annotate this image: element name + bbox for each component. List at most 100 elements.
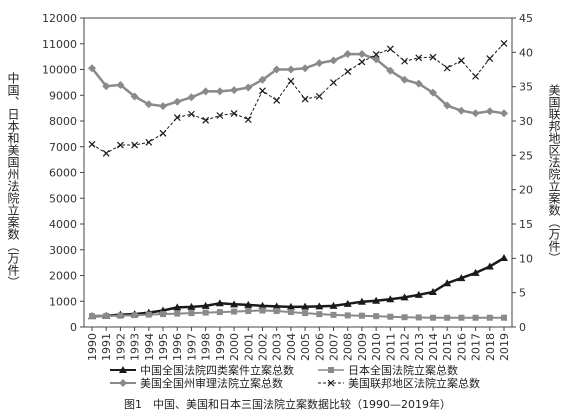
data-point-triangle bbox=[485, 262, 494, 270]
data-point-x bbox=[429, 53, 437, 61]
x-tick-label: 2014 bbox=[427, 333, 440, 361]
data-point-square bbox=[117, 312, 124, 319]
data-point-triangle bbox=[215, 299, 224, 307]
y-right-tick-label: 0 bbox=[519, 321, 526, 334]
data-point-diamond bbox=[119, 379, 127, 387]
data-point-diamond bbox=[500, 109, 508, 118]
x-tick-label: 1991 bbox=[100, 333, 113, 361]
y-right-tick-label: 35 bbox=[519, 81, 533, 94]
legend-item: 日本全国法院立案总数 bbox=[318, 363, 458, 377]
data-point-x bbox=[202, 116, 210, 124]
data-point-x bbox=[344, 68, 352, 75]
data-point-x bbox=[301, 95, 309, 103]
data-point-x bbox=[145, 138, 153, 146]
data-point-triangle bbox=[372, 296, 381, 304]
data-point-triangle bbox=[119, 366, 127, 373]
data-point-diamond bbox=[428, 88, 437, 97]
data-point-diamond bbox=[286, 65, 295, 74]
y-left-tick-label: 8000 bbox=[49, 115, 77, 128]
y-right-tick-label: 30 bbox=[519, 115, 533, 128]
x-tick-label: 1995 bbox=[157, 333, 170, 361]
data-point-x bbox=[315, 92, 323, 100]
data-point-diamond bbox=[414, 79, 423, 88]
data-point-diamond bbox=[301, 64, 310, 73]
data-point-square bbox=[330, 311, 337, 318]
data-point-square bbox=[145, 311, 152, 318]
data-point-triangle bbox=[386, 295, 395, 303]
x-tick-label: 2017 bbox=[470, 333, 483, 361]
data-point-square bbox=[259, 307, 266, 314]
data-point-square bbox=[429, 314, 436, 321]
data-point-x bbox=[173, 114, 181, 121]
data-point-diamond bbox=[457, 106, 466, 115]
data-point-diamond bbox=[159, 102, 168, 111]
legend-label: 美国联邦地区法院立案总数 bbox=[348, 376, 480, 390]
data-point-x bbox=[330, 79, 337, 86]
series-line bbox=[91, 43, 505, 154]
data-point-diamond bbox=[230, 86, 239, 95]
y-right-tick-label: 10 bbox=[519, 252, 533, 265]
x-tick-label: 1997 bbox=[185, 333, 198, 361]
data-point-diamond bbox=[471, 109, 480, 118]
data-point-diamond bbox=[315, 59, 324, 68]
data-point-diamond bbox=[343, 50, 352, 59]
data-point-square bbox=[415, 314, 422, 321]
x-tick-label: 2007 bbox=[328, 333, 341, 361]
x-tick-label: 2016 bbox=[455, 333, 468, 361]
y-right-tick-label: 40 bbox=[519, 46, 533, 59]
data-point-x bbox=[358, 58, 366, 66]
x-tick-label: 2012 bbox=[399, 333, 412, 361]
data-point-triangle bbox=[230, 300, 239, 308]
data-point-diamond bbox=[130, 92, 139, 101]
data-point-triangle bbox=[187, 302, 196, 310]
x-tick-label: 2004 bbox=[285, 333, 298, 361]
data-point-square bbox=[302, 310, 309, 317]
legend-item: 中国全国法院四类案件立案总数 bbox=[110, 363, 294, 377]
data-point-x bbox=[159, 129, 167, 137]
x-tick-label: 1990 bbox=[86, 333, 99, 361]
x-tick-label: 2001 bbox=[242, 333, 255, 361]
data-point-square bbox=[231, 308, 238, 315]
series-1 bbox=[88, 253, 508, 320]
data-point-square bbox=[202, 309, 209, 316]
data-point-diamond bbox=[272, 65, 281, 74]
data-point-square bbox=[160, 311, 167, 318]
y-left-tick-label: 11000 bbox=[42, 38, 77, 51]
data-point-diamond bbox=[173, 97, 182, 106]
data-point-diamond bbox=[329, 56, 338, 65]
series-2 bbox=[89, 307, 507, 321]
y-axis-left-title: 中国、日本和美国州法院立案数（万件） bbox=[6, 72, 20, 288]
data-point-diamond bbox=[357, 50, 366, 59]
data-point-diamond bbox=[116, 80, 125, 89]
data-point-x bbox=[102, 149, 110, 157]
y-right-tick-label: 25 bbox=[519, 149, 533, 162]
data-point-triangle bbox=[400, 293, 409, 301]
data-point-square bbox=[358, 312, 365, 319]
data-point-diamond bbox=[244, 83, 253, 92]
data-point-square bbox=[458, 314, 465, 321]
data-point-square bbox=[373, 313, 380, 320]
x-tick-label: 2019 bbox=[498, 333, 511, 361]
x-tick-label: 1993 bbox=[129, 333, 142, 361]
data-point-triangle bbox=[414, 290, 423, 298]
data-point-x bbox=[386, 45, 394, 53]
x-tick-label: 2002 bbox=[256, 333, 269, 361]
data-point-triangle bbox=[301, 302, 310, 310]
data-point-triangle bbox=[357, 297, 366, 305]
y-axis-right-title: 美国联邦地区法院立案数（万件） bbox=[547, 84, 561, 264]
data-point-square bbox=[486, 314, 493, 321]
data-point-x bbox=[472, 72, 480, 80]
series-line bbox=[91, 256, 505, 318]
data-point-x bbox=[500, 39, 508, 47]
series-3 bbox=[88, 50, 508, 118]
data-point-x bbox=[259, 87, 266, 95]
legend-label: 美国全国州审理法院立案总数 bbox=[140, 376, 283, 390]
data-point-square bbox=[174, 310, 181, 317]
data-point-square bbox=[472, 314, 479, 321]
data-point-square bbox=[131, 312, 138, 319]
x-tick-label: 2008 bbox=[342, 333, 355, 361]
y-left-tick-label: 4000 bbox=[49, 218, 77, 231]
data-point-square bbox=[344, 312, 351, 319]
x-tick-label: 2005 bbox=[299, 333, 312, 361]
data-point-square bbox=[501, 314, 507, 321]
